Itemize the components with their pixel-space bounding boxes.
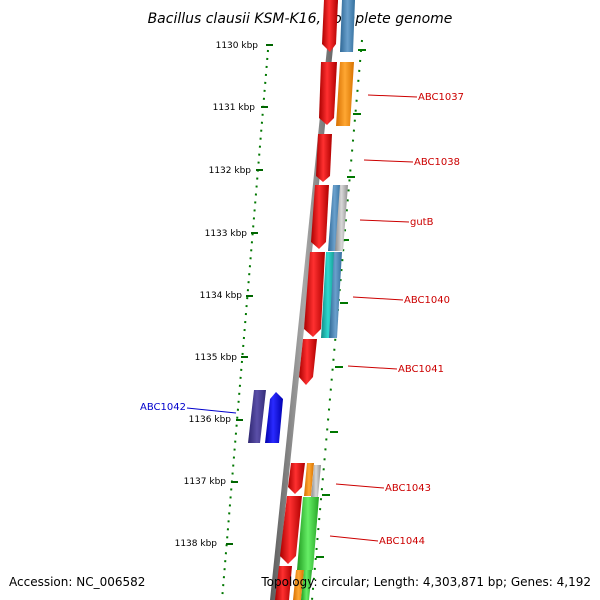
cds-arrow: [316, 134, 332, 182]
cds-arrow: [322, 0, 338, 52]
cog-bar: [297, 497, 319, 570]
gene-label: gutB: [410, 217, 434, 228]
genome-summary-text: Topology: circular; Length: 4,303,871 bp…: [261, 575, 591, 589]
gene-label: ABC1040: [404, 295, 450, 306]
gene-label: ABC1043: [385, 483, 431, 494]
cog-bar: [248, 390, 266, 443]
cds-arrow: [304, 252, 325, 337]
tick-label: 1133 kbp: [205, 229, 248, 239]
cog-bar: [293, 570, 304, 600]
cog-bar: [301, 570, 312, 600]
cog-bar: [335, 185, 348, 251]
cds-arrow: [280, 496, 302, 564]
cds-arrow: [275, 566, 292, 600]
tick-label: 1136 kbp: [189, 415, 232, 425]
accession-text: Accession: NC_006582: [9, 575, 146, 589]
cds-arrow: [311, 185, 329, 249]
tick-label: 1138 kbp: [175, 539, 218, 549]
cog-bar: [340, 0, 355, 52]
cog-bar: [329, 252, 342, 338]
cog-track: [248, 0, 355, 600]
cog-bar: [336, 62, 354, 126]
tick-label: 1134 kbp: [200, 291, 243, 301]
forward-cds-track: [275, 0, 338, 600]
cds-arrow: [299, 339, 317, 385]
cds-arrow: [288, 463, 305, 494]
tick-label: 1130 kbp: [216, 41, 259, 51]
gene-label: ABC1042: [140, 402, 186, 413]
map-title: Bacillus clausii KSM-K16, complete genom…: [148, 11, 453, 27]
tick-label: 1132 kbp: [209, 166, 252, 176]
gene-label: ABC1038: [414, 157, 460, 168]
gene-label: ABC1041: [398, 364, 444, 375]
gene-label: ABC1037: [418, 92, 464, 103]
cds-arrow: [319, 62, 337, 125]
gene-label: ABC1044: [379, 536, 425, 547]
cog-bar: [311, 465, 321, 497]
tick-label: 1135 kbp: [195, 353, 238, 363]
tick-label: 1137 kbp: [184, 477, 227, 487]
tick-guide-dots: [221, 49, 269, 600]
cog-bar: [304, 463, 314, 496]
cog-bar: [321, 252, 335, 338]
tick-group: [226, 44, 273, 545]
tick-label: 1131 kbp: [213, 103, 256, 113]
cog-bar: [328, 185, 341, 251]
reverse-cds-track: [265, 392, 283, 443]
label-leaders: [186, 94, 418, 542]
cds-arrow: [265, 392, 283, 443]
